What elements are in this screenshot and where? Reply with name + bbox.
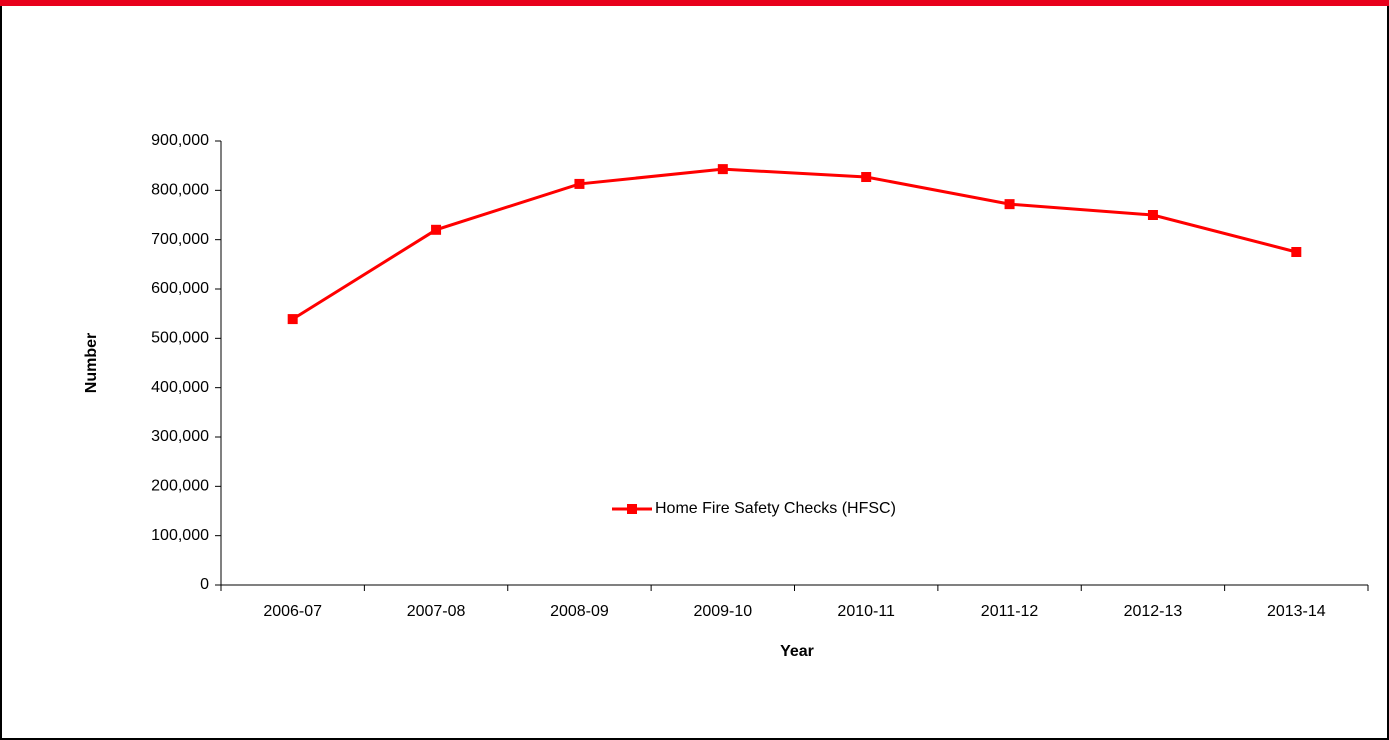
x-tick-label: 2013-14	[1267, 603, 1326, 620]
point-marker	[861, 172, 872, 183]
y-tick-label: 800,000	[151, 182, 209, 199]
y-axis-title: Number	[83, 333, 100, 393]
y-tick-label: 900,000	[151, 132, 209, 149]
point-marker	[1147, 210, 1158, 220]
y-tick-label: 0	[200, 576, 209, 593]
x-tick-label: 2007-08	[407, 603, 466, 620]
y-tick-label: 500,000	[151, 330, 209, 347]
point-marker	[431, 224, 442, 235]
x-tick-label: 2008-09	[550, 603, 609, 620]
legend-marker	[627, 504, 637, 514]
x-tick-label: 2010-11	[837, 603, 895, 620]
point-marker	[1291, 247, 1302, 257]
x-tick-label: 2006-07	[263, 603, 322, 620]
x-tick-label: 2011-12	[981, 603, 1039, 620]
x-tick-label: 2012-13	[1124, 603, 1183, 620]
point-marker	[717, 164, 728, 175]
point-marker	[1004, 199, 1015, 210]
y-tick-label: 400,000	[151, 379, 209, 396]
y-tick-label: 300,000	[151, 428, 209, 445]
y-tick-label: 100,000	[151, 527, 209, 544]
x-tick-label: 2009-10	[693, 603, 752, 620]
y-tick-label: 200,000	[151, 478, 209, 495]
legend-label: Home Fire Safety Checks (HFSC)	[655, 500, 896, 517]
x-axis-title: Year	[780, 643, 814, 660]
header-bar	[0, 0, 1389, 6]
y-tick-label: 600,000	[151, 280, 209, 297]
y-tick-label: 700,000	[151, 231, 209, 248]
point-marker	[574, 178, 585, 189]
point-marker	[287, 314, 298, 325]
series-line	[291, 167, 1297, 321]
